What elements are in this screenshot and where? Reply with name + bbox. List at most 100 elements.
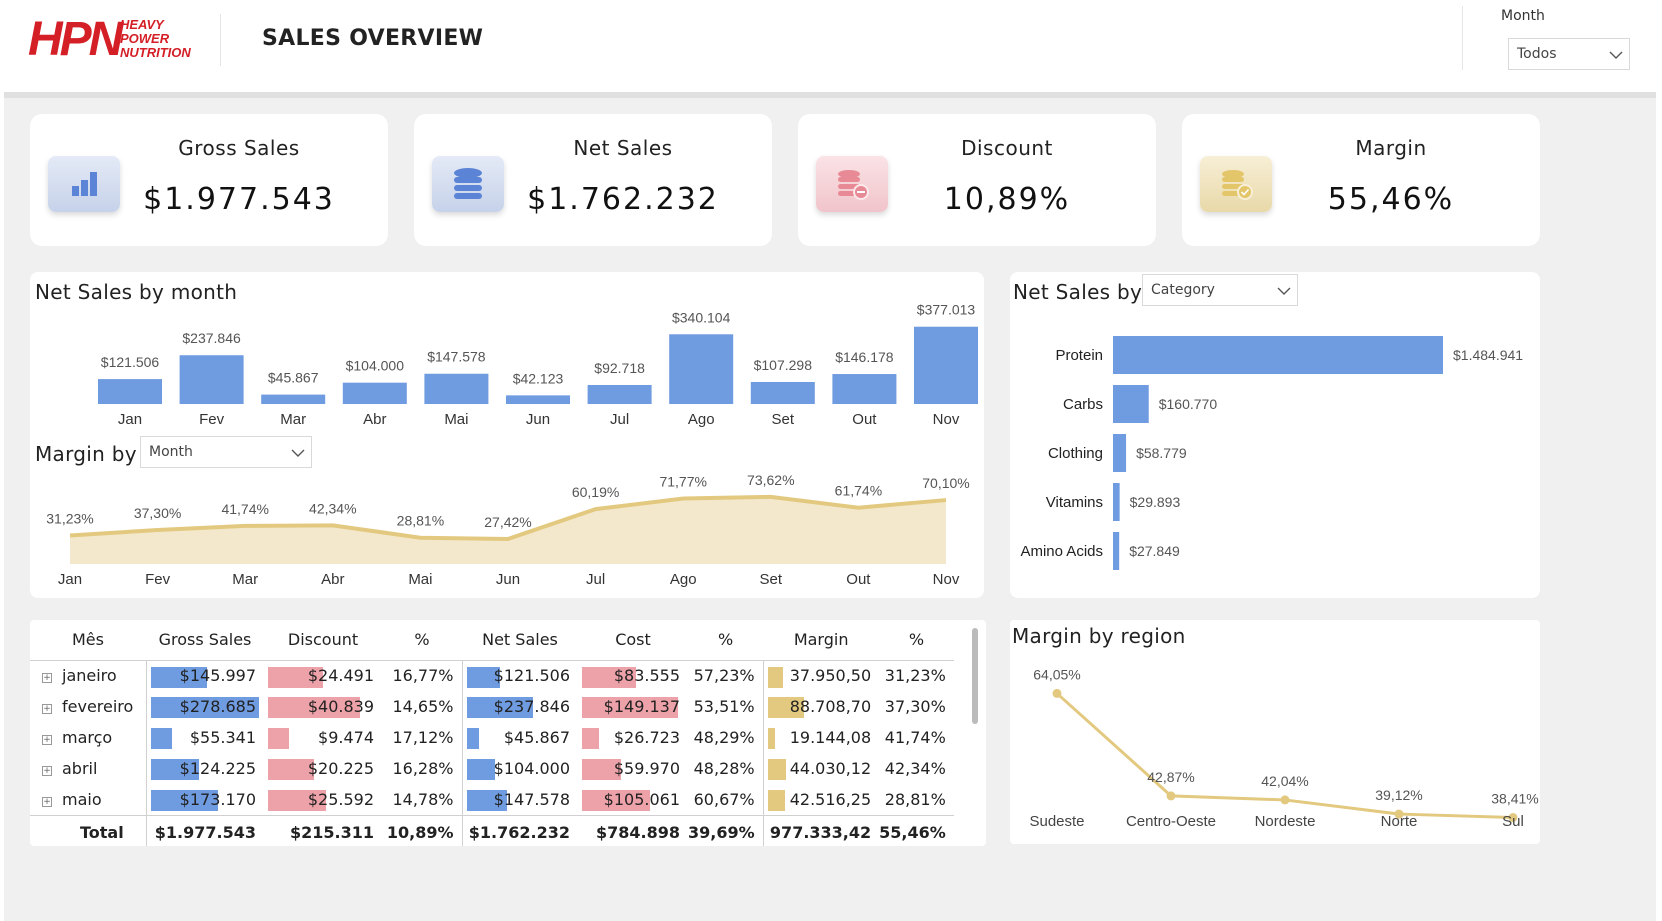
cell-bar (150, 697, 259, 718)
col-header[interactable]: Gross Sales (146, 620, 264, 661)
expand-icon[interactable]: + (42, 766, 52, 776)
bar-data-label: $121.506 (101, 354, 160, 370)
cell-text: $121.506 (493, 666, 570, 686)
cell-text: 42.516,25 (789, 789, 872, 809)
net-sales-category-card: Net Sales by Category Protein $1.484.941 C… (1010, 272, 1540, 598)
table-row[interactable]: + março $55.341 $9.474 17,12% $45.867 $26.723 4… (30, 722, 954, 753)
expand-icon[interactable]: + (42, 735, 52, 745)
cell-bar (268, 728, 290, 749)
area-data-label: 37,30% (134, 505, 181, 521)
cell-bar (150, 790, 218, 811)
discount-pct-cell: 16,77% (382, 660, 462, 691)
bar-data-label: $42.123 (513, 370, 564, 386)
col-header[interactable]: Discount (264, 620, 382, 661)
region-point (1508, 813, 1518, 822)
monthly-table-card: Mês Gross Sales Discount % Net Sales Cos… (30, 620, 986, 846)
x-tick-label: Out (846, 571, 871, 588)
col-header[interactable]: % (382, 620, 462, 661)
margin-cell: 44.030,12 (762, 753, 880, 784)
margin-region-chart: 64,05% Sudeste 42,87% Centro-Oeste 42,04% Nor… (1029, 666, 1538, 830)
discount-cell: $40.839 (264, 691, 382, 722)
month-filter-label: Month (1501, 8, 1545, 24)
table-row[interactable]: + abril $124.225 $20.225 16,28% $104.000 $59.9… (30, 753, 954, 784)
expand-icon[interactable]: + (42, 673, 52, 684)
region-point (1280, 795, 1290, 805)
cell-text: 31,23% (884, 666, 946, 686)
expand-icon[interactable]: + (42, 704, 52, 714)
margin-by-dropdown[interactable]: Month (140, 436, 312, 468)
margin-region-title: Margin by region (1012, 624, 1186, 648)
cell-text: 37.950,50 (789, 666, 872, 686)
margin-cell: 19.144,08 (762, 722, 880, 753)
x-tick-label: Abr (321, 571, 344, 588)
total-net: $1.762.232 (461, 814, 578, 846)
col-header[interactable]: Margin (763, 620, 880, 661)
bar-data-label: $237.846 (182, 330, 241, 346)
table-row[interactable]: + maio $173.170 $25.592 14,78% $147.578 $105.0… (30, 784, 954, 815)
net-sales-category-chart: Protein $1.484.941 Carbs $160.770 Clothing $5… (1020, 336, 1523, 570)
monthly-table: Mês Gross Sales Discount % Net Sales Cos… (30, 620, 954, 846)
bar-data-label: $146.178 (835, 349, 894, 365)
x-tick-label: Mai (444, 411, 468, 428)
table-header-row: Mês Gross Sales Discount % Net Sales Cos… (30, 620, 954, 661)
x-tick-label: Mar (232, 571, 258, 588)
cell-bar (466, 790, 508, 811)
x-tick-label: Nordeste (1255, 813, 1316, 830)
margin-by-month-chart: 31,23% Jan 37,30% Fev 41,74% Mar 42,34% Abr 28,8… (46, 472, 969, 588)
cell-bar (767, 759, 786, 780)
category-bar (1113, 483, 1120, 521)
cell-text: $105.061 (603, 789, 680, 809)
kpi-card-margin: Margin 55,46% (1182, 114, 1540, 246)
net-sales-by-dropdown[interactable]: Category (1142, 274, 1298, 306)
cell-text: $278.685 (179, 697, 256, 716)
area-data-label: 42,34% (309, 500, 356, 516)
net-sales-month-card: Net Sales by month $121.506 Jan $237.846 Fe… (30, 272, 984, 598)
net-sales-bar (914, 326, 978, 404)
margin-pct-cell: 37,30% (879, 691, 954, 722)
col-header[interactable]: Cost (578, 620, 688, 661)
discount-cell: $20.225 (264, 753, 382, 784)
area-data-label: 70,10% (922, 475, 969, 491)
gross-sales-cell: $278.685 (145, 691, 264, 722)
total-margin-pct: 55,46% (879, 814, 954, 846)
cell-text: $83.555 (613, 666, 680, 686)
expand-icon[interactable]: + (42, 796, 52, 807)
cell-text: $26.723 (613, 728, 680, 747)
col-header[interactable]: Mês (30, 620, 146, 661)
cell-bar (466, 759, 496, 780)
gross-sales-cell: $173.170 (145, 784, 264, 815)
discount-pct-cell: 14,65% (382, 691, 462, 722)
col-header[interactable]: % (879, 620, 954, 661)
header-bar: HPN HEAVY POWER NUTRITION SALES OVERVIEW… (0, 0, 1662, 90)
discount-cell: $24.491 (264, 660, 382, 691)
col-header[interactable]: % (688, 620, 764, 661)
area-data-label: 31,23% (46, 511, 93, 527)
discount-cell: $9.474 (264, 722, 382, 753)
total-margin: 977.333,42 (762, 814, 880, 846)
header-divider (1462, 6, 1463, 70)
table-row[interactable]: + janeiro $145.997 $24.491 16,77% $121.506 $83… (30, 660, 954, 691)
cell-bar (582, 790, 650, 811)
cell-text: 48,29% (693, 728, 755, 747)
cell-text: 14,65% (392, 697, 454, 716)
gross-sales-cell: $145.997 (145, 660, 264, 691)
table-row[interactable]: + fevereiro $278.685 $40.839 14,65% $237.846 $… (30, 691, 954, 722)
net-sales-month-title: Net Sales by month (35, 280, 238, 304)
cell-text: 17,12% (392, 728, 454, 747)
cost-pct-cell: 53,51% (688, 691, 763, 722)
cell-text: 16,77% (392, 666, 454, 686)
kpi-title: Net Sales (573, 136, 673, 160)
col-header[interactable]: Net Sales (462, 620, 578, 661)
cell-text: 44.030,12 (789, 759, 872, 778)
net-sales-cell: $104.000 (461, 753, 578, 784)
bar-data-label: $107.298 (754, 357, 813, 373)
cell-text: 42,34% (884, 759, 946, 778)
month-filter-dropdown[interactable]: Todos (1508, 38, 1630, 70)
total-label: Total (30, 814, 146, 846)
y-tick-label: Carbs (1063, 396, 1103, 413)
table-scrollbar[interactable] (972, 628, 978, 724)
kpi-card-discount: Discount 10,89% (798, 114, 1156, 246)
net-sales-bar (342, 382, 407, 404)
month-name: janeiro (62, 666, 117, 686)
cell-bar (466, 666, 501, 688)
